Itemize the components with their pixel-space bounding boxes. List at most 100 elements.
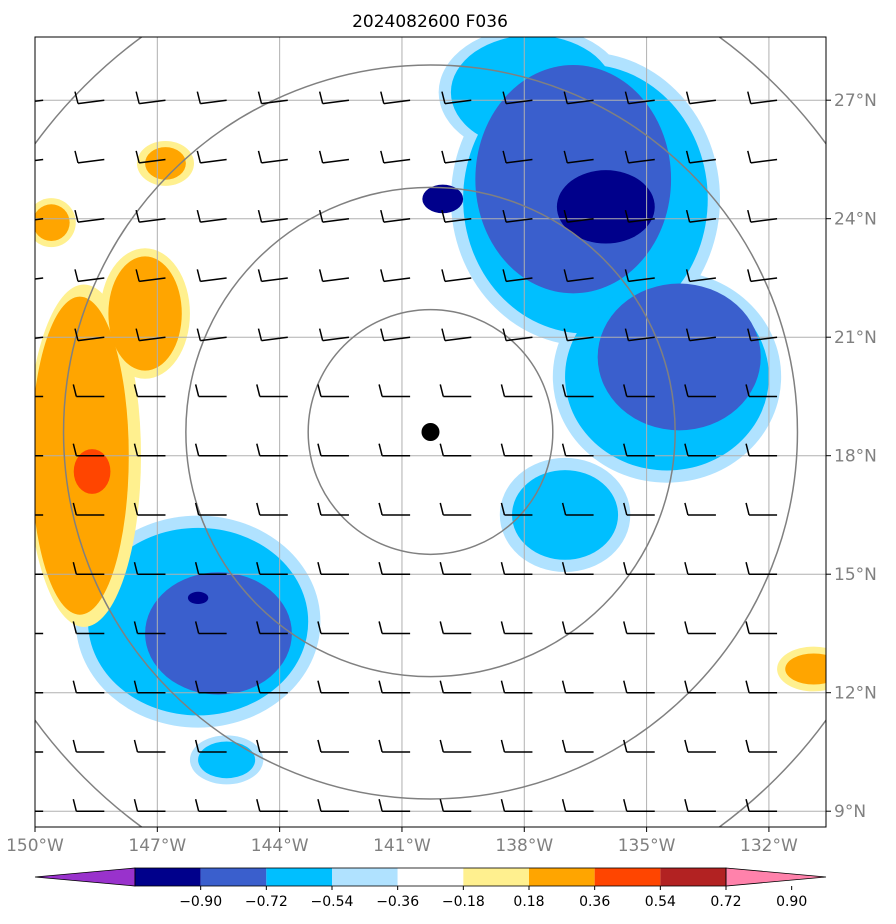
wind-barb-flag	[14, 210, 17, 222]
wind-barb-flag	[502, 150, 507, 164]
wind-barb	[77, 158, 105, 164]
wind-barb-flag	[72, 443, 78, 456]
wind-barb-flag	[439, 443, 445, 456]
wind-barb-flag	[14, 92, 17, 104]
wind-barb-flag	[72, 680, 78, 693]
wind-barb-flag	[747, 91, 752, 104]
wind-barb-flag	[317, 739, 322, 753]
wind-barb-flag	[72, 562, 78, 575]
wind-barb	[139, 277, 166, 283]
wind-barb-flag	[196, 209, 202, 223]
wind-barb-flag	[133, 680, 139, 693]
wind-barb-flag	[257, 91, 263, 104]
wind-barb-flag	[74, 328, 79, 341]
colorbar-tick-label: −0.54	[311, 894, 354, 910]
wind-barb	[689, 99, 717, 105]
wind-barb	[383, 336, 411, 342]
wind-barb-flag	[563, 328, 569, 341]
positive-region-west	[145, 147, 186, 180]
colorbar-extend-low	[34, 867, 136, 887]
wind-barb	[200, 336, 227, 342]
wind-barb-flag	[318, 91, 324, 104]
wind-barb-flag	[257, 209, 263, 223]
wind-barb-flag	[623, 799, 628, 812]
wind-barb-flag	[747, 269, 752, 282]
wind-barb	[567, 99, 594, 105]
wind-barb-flag	[441, 209, 446, 223]
wind-barb-flag	[378, 799, 383, 812]
y-tick-label: 21°N	[834, 328, 877, 348]
positive-region-west	[108, 256, 182, 371]
wind-barb-flag	[561, 384, 567, 397]
wind-barb-flag	[135, 269, 140, 282]
wind-barb-flag	[439, 739, 445, 753]
wind-barb	[506, 158, 533, 164]
wind-barb-flag	[502, 328, 507, 341]
colorbar-segment	[332, 868, 398, 886]
positive-region-west	[35, 204, 70, 241]
wind-barb-flag	[500, 384, 506, 397]
wind-barb-flag	[257, 328, 263, 341]
wind-barb-flag	[74, 91, 79, 104]
wind-barb-flag	[14, 151, 17, 163]
wind-barb	[322, 336, 350, 342]
wind-barb-flag	[256, 621, 261, 634]
wind-barb-flag	[502, 91, 507, 104]
x-tick-label: 147°W	[128, 836, 186, 856]
wind-barb-flag	[257, 269, 263, 282]
wind-barb-flag	[72, 502, 78, 516]
wind-barb	[444, 277, 472, 283]
storm-center-marker	[421, 423, 440, 441]
wind-barb	[322, 217, 350, 223]
wind-barb-flag	[684, 621, 689, 634]
wind-barb	[139, 217, 166, 223]
wind-barb-flag	[317, 384, 322, 397]
wind-barb	[628, 217, 655, 223]
wind-barb-flag	[133, 799, 139, 812]
wind-barb	[77, 217, 105, 223]
wind-barb-flag	[745, 799, 750, 812]
wind-barb-flag	[133, 562, 139, 575]
wind-barb	[77, 277, 105, 283]
wind-barb-flag	[561, 562, 567, 575]
wind-barb-flag	[12, 740, 15, 752]
wind-barb	[383, 158, 411, 164]
wind-barb-flag	[380, 269, 385, 282]
wind-barb-flag	[439, 621, 445, 634]
wind-barb-flag	[317, 562, 322, 575]
colorbar-segment	[660, 868, 726, 886]
wind-barb	[567, 217, 594, 223]
wind-barb-flag	[12, 444, 15, 456]
wind-barb-flag	[318, 269, 324, 282]
wind-barb-flag	[72, 799, 78, 812]
y-tick-label: 9°N	[834, 802, 866, 822]
negative-region-sw	[198, 741, 256, 779]
wind-barb-flag	[194, 562, 200, 575]
wind-barb	[383, 217, 411, 223]
wind-barb-flag	[196, 150, 202, 164]
wind-barb-flag	[439, 384, 445, 397]
wind-barb-flag	[196, 328, 202, 341]
wind-barb-flag	[624, 209, 630, 223]
wind-barb-flag	[318, 328, 324, 341]
wind-barb-flag	[256, 739, 261, 753]
wind-barb-flag	[745, 562, 750, 575]
wind-barb-flag	[623, 680, 628, 693]
negative-region-ne-min	[556, 170, 655, 244]
wind-barb-flag	[684, 443, 689, 456]
wind-barb-flag	[378, 621, 383, 634]
wind-barb	[689, 277, 717, 283]
wind-barb-flag	[747, 150, 752, 164]
wind-barb-flag	[747, 328, 752, 341]
wind-barb-flag	[380, 209, 385, 223]
wind-barb-flag	[196, 91, 202, 104]
wind-barb-flag	[684, 384, 689, 397]
range-ring	[185, 186, 676, 678]
wind-barb-flag	[74, 150, 79, 164]
wind-barb-flag	[380, 91, 385, 104]
wind-barb-flag	[684, 799, 689, 812]
wind-barb-flag	[623, 739, 628, 753]
wind-barb	[689, 158, 717, 164]
wind-barb-flag	[439, 502, 445, 516]
wind-barb-flag	[12, 562, 15, 574]
